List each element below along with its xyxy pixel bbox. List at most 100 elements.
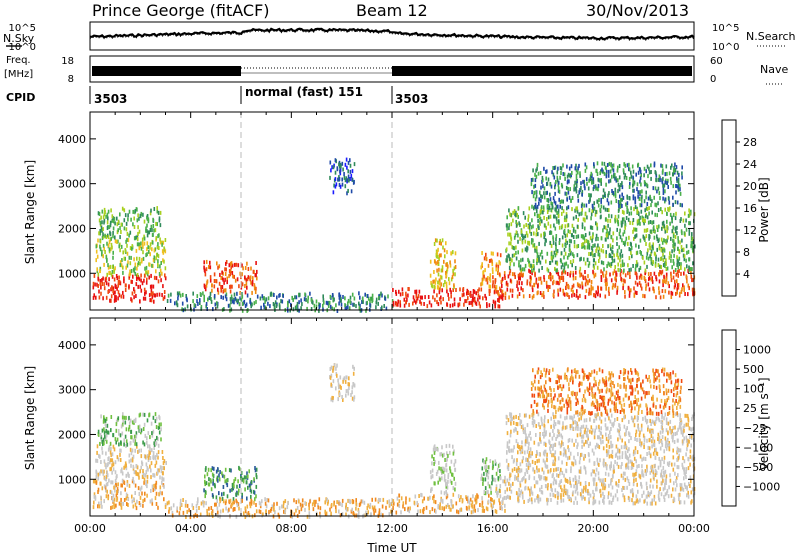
range-cell [546, 198, 548, 202]
range-cell [477, 297, 479, 302]
range-cell [449, 479, 452, 484]
range-cell [570, 466, 572, 471]
range-cell [596, 246, 598, 251]
range-cell [575, 214, 577, 219]
range-cell [217, 287, 219, 292]
range-cell [675, 165, 678, 170]
range-cell [681, 165, 683, 170]
range-cell [539, 487, 541, 492]
range-cell [415, 300, 417, 305]
range-cell [602, 486, 604, 491]
range-cell [99, 454, 101, 459]
range-cell [133, 418, 136, 423]
range-cell [106, 489, 108, 494]
range-cell [367, 510, 369, 515]
range-cell [566, 456, 569, 461]
range-cell [579, 466, 582, 471]
range-cell [211, 493, 214, 498]
range-cell [610, 262, 613, 266]
range-cell [592, 498, 595, 503]
range-cell [670, 254, 672, 259]
range-cell [570, 483, 572, 488]
range-cell [614, 493, 617, 498]
range-cell [556, 261, 559, 266]
range-cell [353, 296, 356, 301]
range-cell [105, 416, 108, 421]
range-cell [624, 225, 626, 230]
range-cell [229, 289, 232, 294]
range-cell [434, 259, 436, 264]
range-cell [581, 496, 583, 501]
range-cell [306, 514, 309, 519]
range-cell [99, 231, 102, 236]
range-cell [671, 291, 674, 296]
range-cell [679, 448, 682, 453]
range-cell [238, 284, 240, 289]
range-cell [632, 501, 635, 506]
range-cell [156, 452, 158, 457]
range-cell [588, 252, 590, 256]
range-cell [146, 214, 149, 218]
range-cell [401, 291, 404, 296]
range-cell [269, 304, 271, 309]
range-cell [216, 475, 219, 480]
range-cell [199, 301, 201, 305]
range-cell [590, 291, 592, 296]
range-cell [600, 419, 603, 424]
range-cell [253, 301, 256, 306]
range-cell [529, 263, 531, 268]
range-cell [333, 297, 335, 302]
range-cell [226, 276, 228, 281]
range-cell [367, 296, 370, 301]
range-cell [687, 249, 690, 254]
range-cell [129, 230, 132, 235]
range-cell [338, 292, 341, 297]
range-cell [333, 502, 335, 507]
range-cell [150, 273, 152, 278]
range-cell [294, 305, 297, 310]
range-cell [652, 286, 654, 291]
scatter-region-8 [480, 251, 502, 290]
range-cell [358, 510, 360, 515]
range-cell [124, 213, 127, 218]
range-cell [237, 479, 239, 484]
range-cell [439, 477, 441, 482]
range-cell [281, 504, 283, 509]
range-cell [584, 168, 587, 173]
range-cell [662, 283, 664, 288]
range-cell [579, 173, 581, 178]
range-cell [299, 292, 301, 297]
range-cell [534, 498, 536, 503]
range-cell [142, 250, 144, 255]
range-cell [637, 499, 640, 504]
range-cell [211, 288, 213, 293]
velocity-heatmap-cells [92, 363, 696, 520]
range-cell [156, 252, 158, 257]
range-cell [593, 184, 595, 189]
range-cell [688, 439, 690, 444]
range-cell [408, 497, 411, 502]
range-cell [98, 453, 100, 458]
range-cell [124, 288, 127, 292]
range-cell [623, 210, 625, 215]
range-cell [250, 489, 253, 494]
range-cell [616, 236, 618, 241]
range-cell [565, 292, 568, 297]
range-cell [530, 225, 533, 230]
range-cell [566, 164, 568, 169]
range-cell [672, 426, 674, 430]
range-cell [683, 423, 686, 428]
range-cell [427, 496, 429, 501]
range-cell [527, 499, 530, 503]
range-cell [109, 237, 112, 242]
range-cell [463, 292, 465, 297]
range-cell [241, 263, 243, 268]
range-cell [536, 465, 538, 470]
range-cell [159, 210, 162, 215]
range-cell [101, 446, 103, 451]
range-cell [594, 472, 597, 477]
scatter-region-4 [203, 465, 258, 502]
range-cell [146, 223, 148, 228]
range-cell [522, 427, 525, 432]
range-cell [143, 278, 145, 283]
